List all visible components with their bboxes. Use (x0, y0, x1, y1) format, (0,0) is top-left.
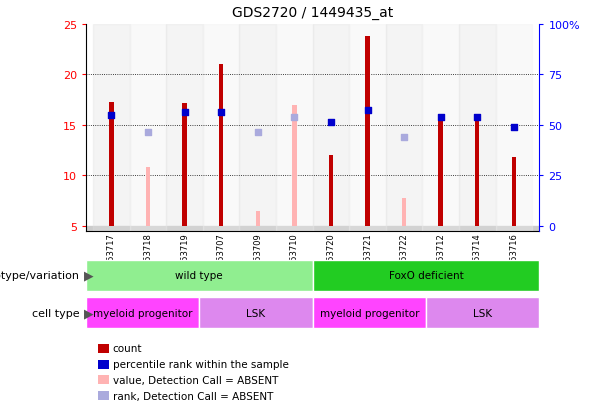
Bar (386, 25, 422, 231)
Bar (256, 211, 260, 226)
Point (180, 109, 189, 116)
Point (399, 134, 409, 141)
Text: genotype/variation: genotype/variation (0, 271, 80, 281)
Point (363, 107, 373, 114)
Point (107, 112, 116, 119)
Text: rank, Detection Call = ABSENT: rank, Detection Call = ABSENT (113, 391, 273, 401)
Bar (183, 103, 187, 226)
Bar (313, 260, 539, 291)
Bar (86, 297, 199, 328)
Text: ▶: ▶ (84, 306, 94, 319)
Text: LSK: LSK (246, 308, 265, 318)
Text: ▶: ▶ (84, 269, 94, 282)
Bar (203, 25, 240, 231)
Bar (199, 297, 313, 328)
Bar (512, 158, 516, 226)
Bar (109, 102, 113, 226)
Bar (365, 37, 370, 226)
Text: FoxO deficient: FoxO deficient (389, 271, 463, 281)
Bar (313, 297, 426, 328)
Bar (219, 65, 223, 226)
Point (326, 119, 336, 126)
Point (253, 129, 262, 136)
Text: count: count (113, 344, 142, 354)
Bar (422, 25, 459, 231)
Bar (495, 25, 532, 231)
Point (473, 114, 482, 121)
Title: GDS2720 / 1449435_at: GDS2720 / 1449435_at (232, 6, 394, 19)
Text: wild type: wild type (175, 271, 223, 281)
Bar (402, 198, 406, 226)
Bar (93, 25, 130, 231)
Point (509, 124, 519, 131)
Bar (240, 25, 276, 231)
Bar (438, 121, 443, 226)
Text: LSK: LSK (473, 308, 492, 318)
Bar (349, 25, 386, 231)
Point (289, 114, 299, 121)
Text: value, Detection Call = ABSENT: value, Detection Call = ABSENT (113, 375, 278, 385)
Bar (329, 156, 333, 226)
Bar (426, 297, 539, 328)
Text: cell type: cell type (32, 308, 80, 318)
Bar (313, 25, 349, 231)
Bar (146, 168, 150, 226)
Text: percentile rank within the sample: percentile rank within the sample (113, 359, 289, 369)
Point (143, 129, 153, 136)
Bar (86, 260, 313, 291)
Text: myeloid progenitor: myeloid progenitor (319, 308, 419, 318)
Bar (292, 105, 297, 226)
Bar (459, 25, 495, 231)
Bar (475, 121, 479, 226)
Bar (130, 25, 166, 231)
Bar (166, 25, 203, 231)
Point (436, 114, 446, 121)
Bar (276, 25, 313, 231)
Bar (86, 226, 539, 247)
Text: myeloid progenitor: myeloid progenitor (93, 308, 192, 318)
Point (216, 109, 226, 116)
